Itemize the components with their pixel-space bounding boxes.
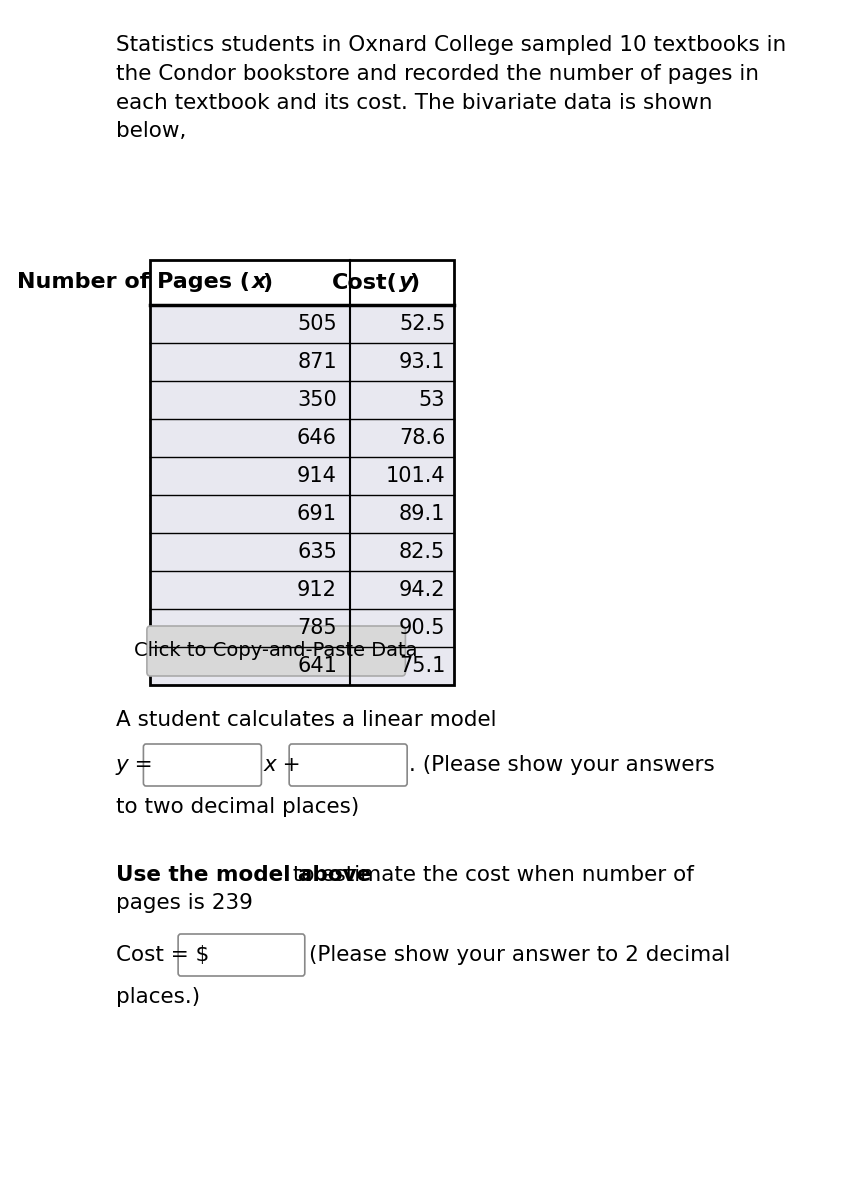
Text: y: y (400, 272, 414, 293)
Bar (150, 608, 454, 647)
FancyBboxPatch shape (178, 934, 305, 976)
Bar (150, 305, 454, 343)
FancyBboxPatch shape (147, 626, 406, 676)
Text: Click to Copy-and-Paste Data: Click to Copy-and-Paste Data (135, 642, 418, 660)
Text: 75.1: 75.1 (399, 656, 445, 676)
Text: 90.5: 90.5 (399, 618, 445, 638)
Text: 89.1: 89.1 (399, 504, 445, 524)
Text: 912: 912 (297, 580, 337, 600)
Text: 505: 505 (297, 314, 337, 334)
Text: 641: 641 (297, 656, 337, 676)
Text: 53: 53 (419, 390, 445, 410)
Text: . (Please show your answers: . (Please show your answers (409, 755, 715, 775)
Text: 914: 914 (297, 466, 337, 486)
Bar (150, 457, 454, 494)
FancyBboxPatch shape (289, 744, 407, 786)
Bar (150, 343, 454, 382)
Bar (150, 260, 454, 305)
Bar (150, 647, 454, 685)
Bar (150, 533, 454, 571)
Bar (150, 260, 454, 685)
Text: x +: x + (263, 755, 301, 775)
Text: Number of Pages (: Number of Pages ( (17, 272, 250, 293)
Text: ): ) (410, 272, 420, 293)
Text: Cost(: Cost( (331, 272, 398, 293)
Text: 691: 691 (297, 504, 337, 524)
Text: Cost = $: Cost = $ (116, 946, 209, 965)
FancyBboxPatch shape (143, 744, 261, 786)
Bar (150, 382, 454, 419)
Text: 646: 646 (297, 428, 337, 448)
Text: 635: 635 (297, 542, 337, 562)
Text: 350: 350 (297, 390, 337, 410)
Text: 871: 871 (297, 352, 337, 372)
Text: (Please show your answer to 2 decimal: (Please show your answer to 2 decimal (309, 946, 730, 965)
Text: x: x (252, 272, 266, 293)
Text: to estimate the cost when number of: to estimate the cost when number of (286, 865, 694, 886)
Bar (150, 419, 454, 457)
Text: 101.4: 101.4 (386, 466, 445, 486)
Text: 94.2: 94.2 (399, 580, 445, 600)
Text: 78.6: 78.6 (399, 428, 445, 448)
Text: to two decimal places): to two decimal places) (116, 797, 359, 817)
Bar (150, 494, 454, 533)
Text: ): ) (262, 272, 273, 293)
Text: 52.5: 52.5 (399, 314, 445, 334)
Text: A student calculates a linear model: A student calculates a linear model (116, 710, 496, 730)
Text: places.): places.) (116, 986, 199, 1007)
Text: 82.5: 82.5 (399, 542, 445, 562)
Text: pages is 239: pages is 239 (116, 893, 253, 913)
Bar (150, 571, 454, 608)
Text: Statistics students in Oxnard College sampled 10 textbooks in
the Condor booksto: Statistics students in Oxnard College sa… (116, 35, 786, 142)
Text: 785: 785 (297, 618, 337, 638)
Text: 93.1: 93.1 (399, 352, 445, 372)
Text: Use the model above: Use the model above (116, 865, 371, 886)
Text: y =: y = (116, 755, 154, 775)
